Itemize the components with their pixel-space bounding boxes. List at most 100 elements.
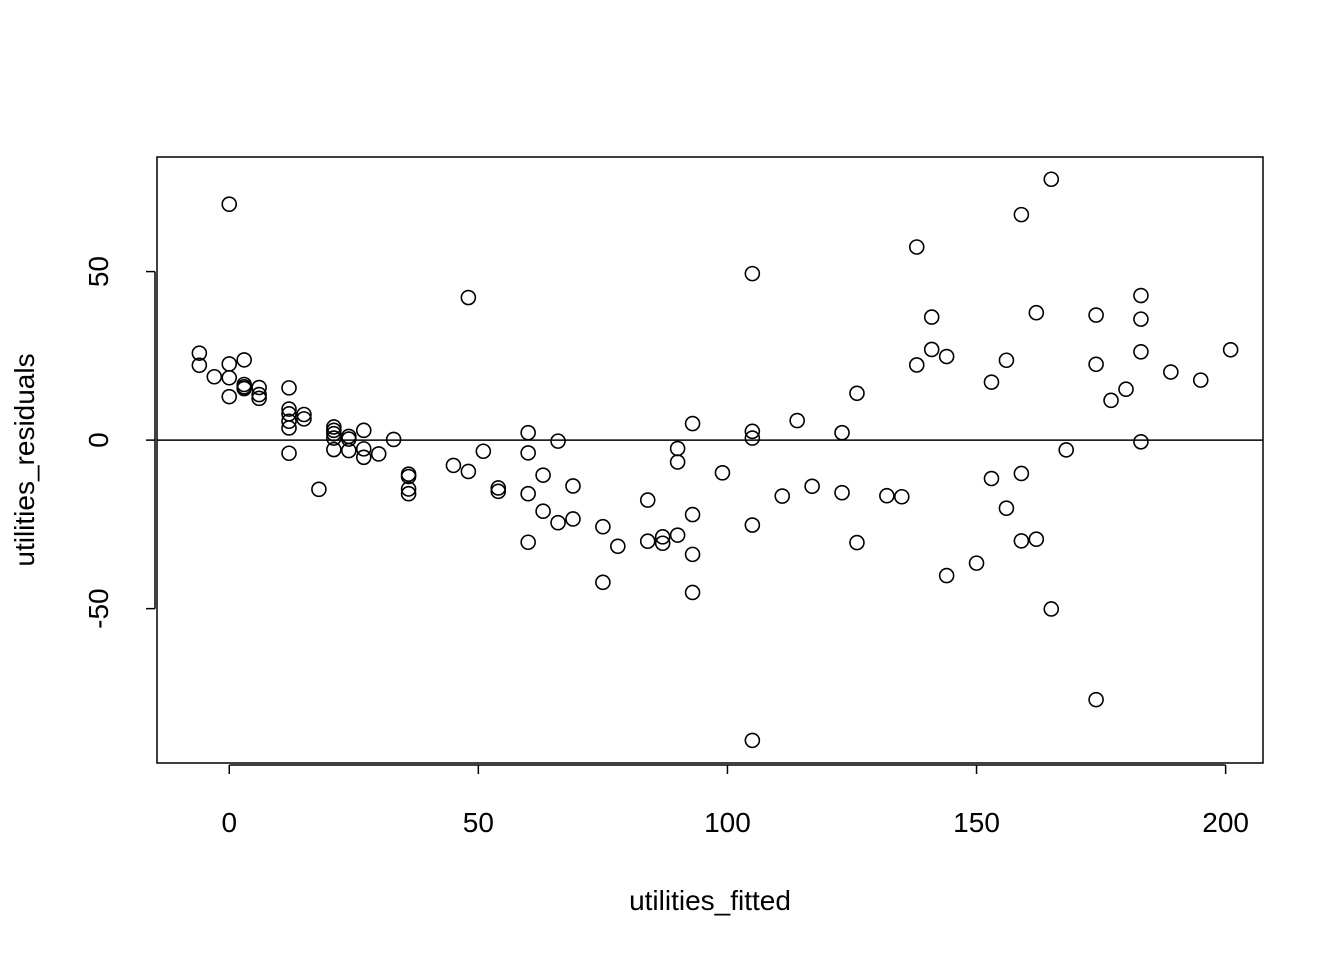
data-point [774,488,791,504]
data-point [908,357,925,373]
data-point [535,467,551,483]
data-point [341,442,357,459]
data-point [684,415,701,432]
data-point [460,463,477,480]
data-point [251,386,267,403]
data-point [684,506,701,523]
data-point [191,345,208,361]
data-point [669,527,686,543]
data-point [744,732,761,749]
data-point [849,534,865,551]
data-point [639,533,656,550]
data-point [639,492,656,508]
data-point [684,546,701,563]
data-point [669,440,686,457]
data-point [355,422,372,439]
x-tick-label: 150 [953,807,1000,838]
data-point [654,529,671,545]
data-point [1088,691,1104,708]
data-point [1103,392,1119,409]
data-point [550,433,566,449]
data-point [1013,533,1030,549]
data-point [744,517,761,533]
data-point [595,518,611,535]
data-point [355,441,372,457]
data-point [744,423,761,440]
data-point [400,481,417,497]
data-point [1043,171,1060,188]
data-point [744,265,761,282]
data-point [206,368,223,385]
data-point [520,485,536,502]
data-point [804,478,820,495]
x-axis: 0 50 100 150 200 [221,764,1249,838]
data-point [1163,364,1179,380]
y-tick-label: 50 [83,256,114,287]
data-point [341,431,357,447]
data-point [1133,311,1149,327]
data-point [385,431,402,448]
data-point [714,465,731,481]
data-point [1192,372,1209,388]
data-point [251,379,267,396]
data-point [221,388,238,405]
data-point [400,468,417,485]
data-point [894,488,910,505]
data-point [1118,381,1134,398]
data-point [355,449,372,466]
data-point [998,500,1015,517]
data-point [1133,287,1149,304]
data-point [221,356,238,372]
x-tick-label: 50 [463,807,494,838]
data-point [281,401,297,417]
data-point [550,514,566,531]
data-point [834,424,850,441]
data-point [475,443,492,460]
data-point [1133,344,1149,360]
data-point [281,420,297,436]
data-point [879,487,895,504]
data-point [520,534,536,551]
data-point [684,584,701,601]
data-point [490,480,507,496]
data-point [296,406,312,423]
data-point [998,352,1015,369]
data-point [326,425,342,442]
data-point [923,309,940,325]
data-point [1058,442,1075,458]
data-point [565,478,581,494]
data-point [565,511,581,527]
data-point [908,239,925,255]
data-point [281,413,297,430]
data-point [789,412,805,429]
data-point [968,555,985,571]
x-axis-title: utilities_fitted [629,885,791,916]
data-point [1028,304,1045,321]
data-point [251,390,267,407]
data-point [490,483,507,500]
data-point [938,348,955,365]
x-tick-label: 100 [704,807,751,838]
data-point [938,567,955,584]
data-point [520,445,536,461]
data-point [1013,206,1030,223]
data-point [236,380,252,397]
data-point [326,430,342,446]
data-points [191,171,1239,749]
data-point [1043,601,1060,617]
data-point [744,430,761,446]
data-point [326,441,342,458]
data-point [281,445,297,462]
plot-frame [156,156,1264,764]
data-point [520,424,536,441]
data-point [535,503,551,520]
data-point [221,196,238,212]
data-point [1028,531,1045,548]
data-point [221,369,238,386]
data-point [983,470,1000,487]
data-point [281,380,297,396]
y-axis-title: utilities_residuals [9,353,40,566]
data-point [923,341,940,358]
data-point [445,457,462,474]
data-point [1133,433,1149,450]
